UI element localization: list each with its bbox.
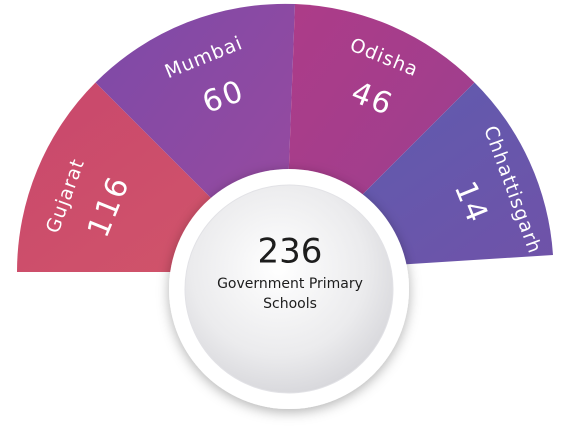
total: 236 — [258, 232, 323, 272]
caption: Government Primary — [217, 276, 363, 292]
caption: Schools — [263, 296, 317, 312]
center-disc — [184, 184, 394, 394]
